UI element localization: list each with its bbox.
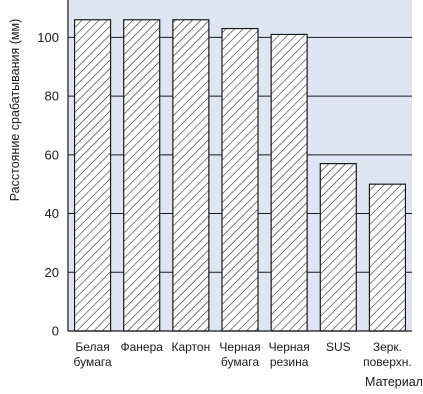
bar [123,19,161,332]
y-tick-label: 20 [45,265,59,280]
x-tick-label-line: Черная [219,340,260,354]
x-tick-label-line: бумага [73,355,112,369]
axes [67,0,412,332]
x-tick-label-line: Картон [171,340,210,354]
y-axis-title: Расстояние срабатывания (мм) [8,19,22,202]
y-tick-labels: 0 20 40 60 80 100 [37,30,59,339]
x-tick-label: Зерк. поверхн. [363,340,412,369]
x-tick-label-line: поверхн. [363,355,412,369]
y-tick-label: 0 [52,324,59,339]
y-tick-label: 40 [45,206,59,221]
x-tick-label: Картон [171,340,210,354]
bar [221,27,259,332]
bar [368,183,407,332]
y-tick-label: 100 [37,30,59,45]
x-tick-label-line: Белая [75,340,109,354]
bar [319,163,357,332]
x-tick-label: Черная бумага [219,340,260,369]
bars [73,19,407,332]
y-tick-label: 60 [45,147,59,162]
x-tick-label-line: Черная [269,340,310,354]
x-tick-label: SUS [326,340,351,354]
x-tick-label-line: бумага [221,355,260,369]
bar [73,19,112,332]
x-tick-label-line: SUS [326,340,351,354]
y-tick-label: 80 [45,89,59,104]
x-axis-title: Материал [365,375,423,389]
bar [172,19,210,332]
x-tick-label: Фанера [120,340,163,354]
x-tick-label: Белая бумага [73,340,112,369]
x-tick-label-line: Фанера [120,340,163,354]
x-tick-label-line: Зерк. [373,340,402,354]
x-tick-label: Черная резина [269,340,310,369]
x-tick-label-line: резина [270,355,309,369]
bar [270,33,308,332]
